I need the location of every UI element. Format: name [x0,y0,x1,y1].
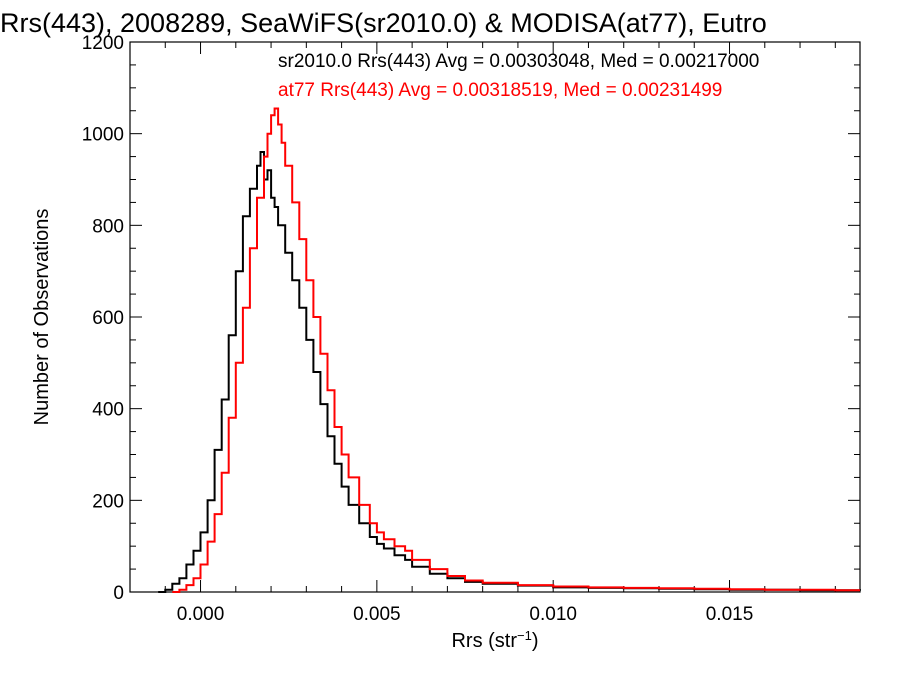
x-tick-label: 0.000 [177,604,225,625]
x-axis-label: Rrs (str−1) [451,628,538,652]
x-axis-label-main: Rrs (str [451,630,517,652]
series-line-red [172,107,860,593]
series-line-black [158,151,861,593]
x-tick-label: 0.010 [529,604,577,625]
x-axis-label-sup: −1 [517,628,532,643]
x-tick-label: 0.015 [706,604,754,625]
annotation-red: at77 Rrs(443) Avg = 0.00318519, Med = 0.… [278,80,722,101]
plot-frame [129,41,861,593]
chart-title: Rrs(443), 2008289, SeaWiFS(sr2010.0) & M… [0,8,767,38]
x-axis: 0.000 0.005 0.010 0.015 [129,42,836,625]
y-tick-label: 800 [92,216,124,237]
y-tick-label: 1200 [82,33,124,54]
y-axis: 0 200 400 600 800 1000 1200 [82,33,860,604]
y-tick-label: 400 [92,400,124,421]
y-axis-label: Number of Observations [31,209,53,426]
y-tick-label: 1000 [82,125,124,146]
y-tick-label: 200 [92,491,124,512]
series-group [158,107,861,593]
y-tick-label: 600 [92,308,124,329]
y-tick-label: 0 [113,583,124,604]
x-tick-label: 0.005 [353,604,401,625]
x-axis-label-suffix: ) [532,630,539,652]
annotation-black: sr2010.0 Rrs(443) Avg = 0.00303048, Med … [278,51,759,72]
